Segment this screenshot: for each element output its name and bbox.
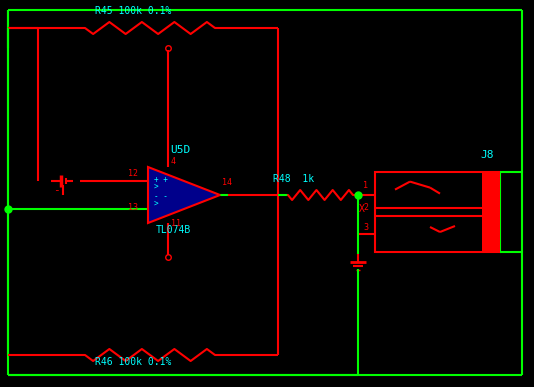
Text: 2: 2 [363, 204, 368, 212]
Bar [482, 172, 500, 252]
Text: 3: 3 [363, 223, 368, 233]
Text: 11: 11 [171, 219, 181, 228]
Text: >: > [154, 183, 159, 192]
Bar [375, 172, 500, 252]
Text: 13: 13 [128, 203, 138, 212]
Text: - -: - - [154, 192, 168, 201]
Polygon shape [148, 167, 220, 223]
Text: R46 100k 0.1%: R46 100k 0.1% [95, 357, 171, 367]
Text: -: - [53, 185, 60, 195]
Text: X: X [359, 204, 365, 214]
Text: + +: + + [154, 175, 168, 184]
Text: 1: 1 [363, 181, 368, 190]
Text: R48  1k: R48 1k [273, 174, 314, 184]
Text: J8: J8 [480, 150, 493, 160]
Text: 4: 4 [171, 157, 176, 166]
Text: R45 100k 0.1%: R45 100k 0.1% [95, 6, 171, 16]
Text: 12: 12 [128, 169, 138, 178]
Text: U5D: U5D [170, 145, 190, 155]
Text: 14: 14 [222, 178, 232, 187]
Text: >: > [154, 200, 159, 209]
Text: TL074B: TL074B [156, 225, 191, 235]
